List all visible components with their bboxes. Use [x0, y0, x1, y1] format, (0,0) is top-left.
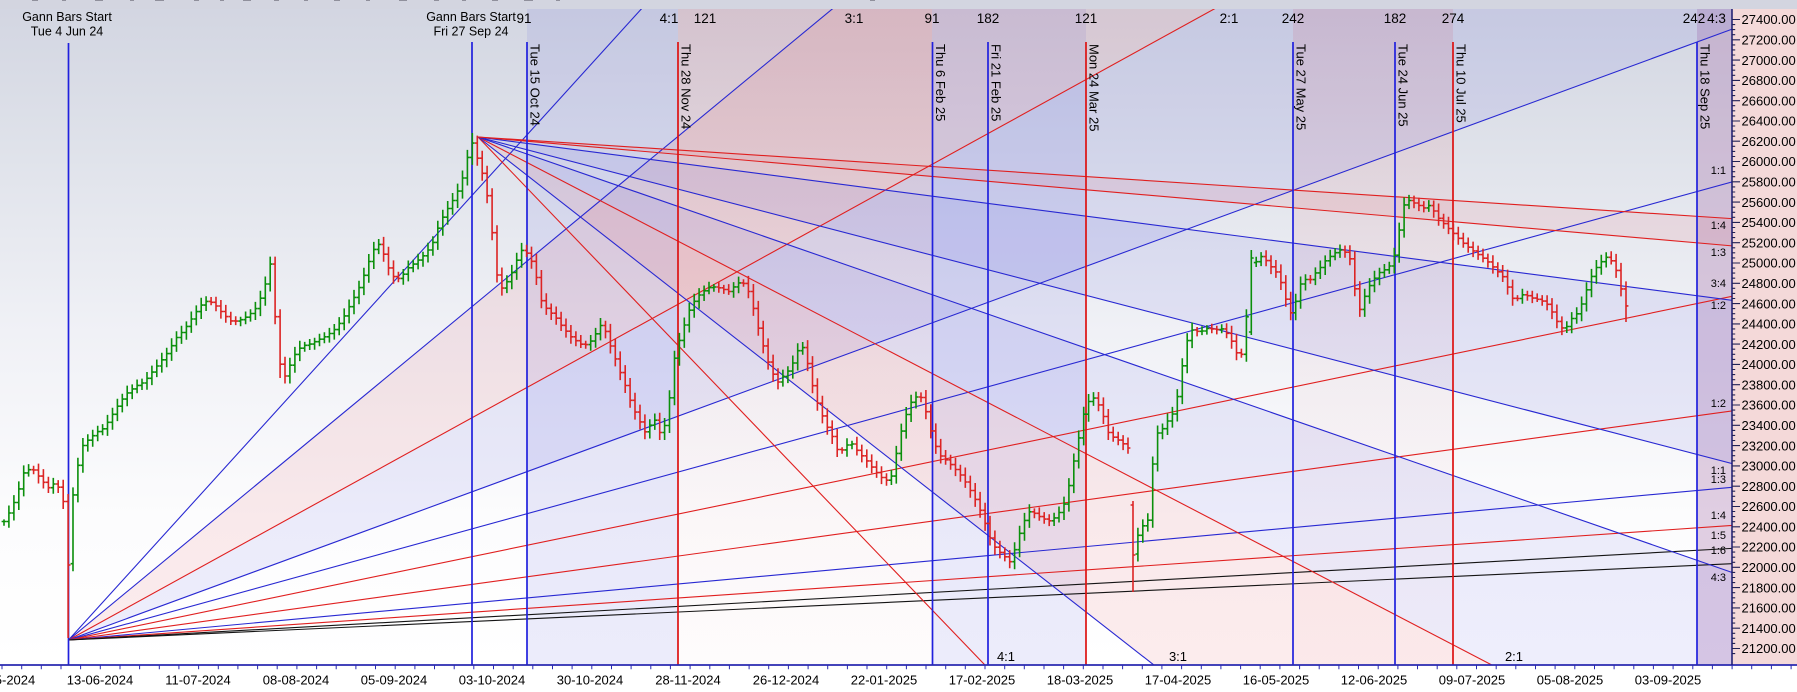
- svg-text:05-09-2024: 05-09-2024: [361, 673, 428, 688]
- svg-text:22600.00: 22600.00: [1742, 499, 1796, 514]
- svg-text:Thu 6 Feb 25: Thu 6 Feb 25: [933, 44, 948, 121]
- svg-text:21400.00: 21400.00: [1742, 621, 1796, 636]
- svg-text:23000.00: 23000.00: [1742, 459, 1796, 474]
- svg-text:24600.00: 24600.00: [1742, 296, 1796, 311]
- svg-text:22200.00: 22200.00: [1742, 540, 1796, 555]
- svg-text:25800.00: 25800.00: [1742, 175, 1796, 190]
- svg-text:22800.00: 22800.00: [1742, 479, 1796, 494]
- svg-text:22400.00: 22400.00: [1742, 519, 1796, 534]
- svg-text:23400.00: 23400.00: [1742, 418, 1796, 433]
- svg-text:4:3: 4:3: [1707, 11, 1726, 26]
- svg-text:21600.00: 21600.00: [1742, 601, 1796, 616]
- svg-text:26000.00: 26000.00: [1742, 154, 1796, 169]
- svg-text:24000.00: 24000.00: [1742, 357, 1796, 372]
- svg-text:17-04-2025: 17-04-2025: [1145, 673, 1212, 688]
- svg-text:2:1: 2:1: [1220, 11, 1239, 26]
- svg-text:1:4: 1:4: [1711, 510, 1726, 522]
- svg-text:18-03-2025: 18-03-2025: [1047, 673, 1114, 688]
- svg-text:2:1: 2:1: [1505, 649, 1523, 664]
- svg-text:25400.00: 25400.00: [1742, 215, 1796, 230]
- svg-text:1:2: 1:2: [1711, 300, 1726, 312]
- svg-text:Thu 28 Nov 24: Thu 28 Nov 24: [679, 44, 694, 129]
- svg-text:3:1: 3:1: [845, 11, 864, 26]
- svg-text:3:4: 3:4: [1711, 278, 1726, 290]
- svg-text:1:3: 1:3: [1711, 474, 1726, 486]
- svg-text:26-12-2024: 26-12-2024: [753, 673, 820, 688]
- svg-text:27200.00: 27200.00: [1742, 32, 1796, 47]
- svg-text:16-05-2024: 16-05-2024: [0, 673, 35, 688]
- svg-text:182: 182: [977, 11, 1000, 26]
- svg-text:23200.00: 23200.00: [1742, 438, 1796, 453]
- svg-text:21200.00: 21200.00: [1742, 641, 1796, 656]
- svg-text:242: 242: [1683, 11, 1706, 26]
- svg-text:30-10-2024: 30-10-2024: [557, 673, 624, 688]
- svg-text:Gann Bars Start: Gann Bars Start: [22, 10, 112, 24]
- svg-text:1:1: 1:1: [1711, 465, 1726, 477]
- svg-text:24200.00: 24200.00: [1742, 337, 1796, 352]
- svg-text:182: 182: [1384, 11, 1407, 26]
- svg-text:91: 91: [516, 11, 531, 26]
- svg-text:Tue 15 Oct 24: Tue 15 Oct 24: [528, 44, 543, 126]
- svg-text:242: 242: [1282, 11, 1305, 26]
- svg-text:26600.00: 26600.00: [1742, 93, 1796, 108]
- svg-text:09-07-2025: 09-07-2025: [1439, 673, 1506, 688]
- svg-text:4:1: 4:1: [660, 11, 679, 26]
- svg-text:08-08-2024: 08-08-2024: [263, 673, 330, 688]
- svg-text:23600.00: 23600.00: [1742, 398, 1796, 413]
- svg-text:1:2: 1:2: [1711, 398, 1726, 410]
- svg-text:1:1: 1:1: [1711, 165, 1726, 177]
- svg-text:28-11-2024: 28-11-2024: [655, 673, 721, 688]
- svg-text:12-06-2025: 12-06-2025: [1341, 673, 1408, 688]
- svg-text:27000.00: 27000.00: [1742, 53, 1796, 68]
- svg-text:03-10-2024: 03-10-2024: [459, 673, 526, 688]
- svg-text:25600.00: 25600.00: [1742, 195, 1796, 210]
- svg-text:274: 274: [1442, 11, 1465, 26]
- svg-text:24800.00: 24800.00: [1742, 276, 1796, 291]
- svg-text:16-05-2025: 16-05-2025: [1243, 673, 1310, 688]
- svg-text:Tue 27 May 25: Tue 27 May 25: [1294, 44, 1309, 130]
- svg-text:13-06-2024: 13-06-2024: [67, 673, 134, 688]
- svg-text:25000.00: 25000.00: [1742, 256, 1796, 271]
- svg-text:3:1: 3:1: [1169, 649, 1187, 664]
- svg-text:26800.00: 26800.00: [1742, 73, 1796, 88]
- svg-text:Tue 24 Jun 25: Tue 24 Jun 25: [1396, 44, 1411, 127]
- svg-text:Thu 10 Jul 25: Thu 10 Jul 25: [1454, 44, 1469, 123]
- svg-text:03-09-2025: 03-09-2025: [1635, 673, 1702, 688]
- svg-text:22000.00: 22000.00: [1742, 560, 1796, 575]
- svg-text:21800.00: 21800.00: [1742, 580, 1796, 595]
- svg-text:1:6: 1:6: [1711, 545, 1726, 557]
- svg-text:121: 121: [1075, 11, 1098, 26]
- svg-text:Gann Bars Start: Gann Bars Start: [426, 10, 516, 24]
- svg-text:26400.00: 26400.00: [1742, 114, 1796, 129]
- svg-text:4:1: 4:1: [997, 649, 1015, 664]
- svg-text:Tue 4 Jun 24: Tue 4 Jun 24: [31, 25, 104, 39]
- svg-text:1:5: 1:5: [1711, 530, 1726, 542]
- svg-text:Mon 24 Mar 25: Mon 24 Mar 25: [1087, 44, 1102, 131]
- svg-text:25200.00: 25200.00: [1742, 235, 1796, 250]
- svg-text:24400.00: 24400.00: [1742, 317, 1796, 332]
- svg-text:Fri 21 Feb 25: Fri 21 Feb 25: [989, 44, 1004, 121]
- svg-text:05-08-2025: 05-08-2025: [1537, 673, 1604, 688]
- svg-text:27400.00: 27400.00: [1742, 12, 1796, 27]
- svg-text:17-02-2025: 17-02-2025: [949, 673, 1016, 688]
- svg-text:26200.00: 26200.00: [1742, 134, 1796, 149]
- svg-text:Thu 18 Sep 25: Thu 18 Sep 25: [1698, 44, 1713, 129]
- svg-text:22-01-2025: 22-01-2025: [851, 673, 918, 688]
- svg-text:91: 91: [924, 11, 939, 26]
- svg-text:11-07-2024: 11-07-2024: [165, 673, 231, 688]
- svg-text:1:3: 1:3: [1711, 247, 1726, 259]
- svg-text:4:3: 4:3: [1711, 572, 1726, 584]
- svg-text:Fri 27 Sep 24: Fri 27 Sep 24: [433, 25, 508, 39]
- svg-text:121: 121: [694, 11, 717, 26]
- svg-text:1:4: 1:4: [1711, 220, 1726, 232]
- svg-text:23800.00: 23800.00: [1742, 377, 1796, 392]
